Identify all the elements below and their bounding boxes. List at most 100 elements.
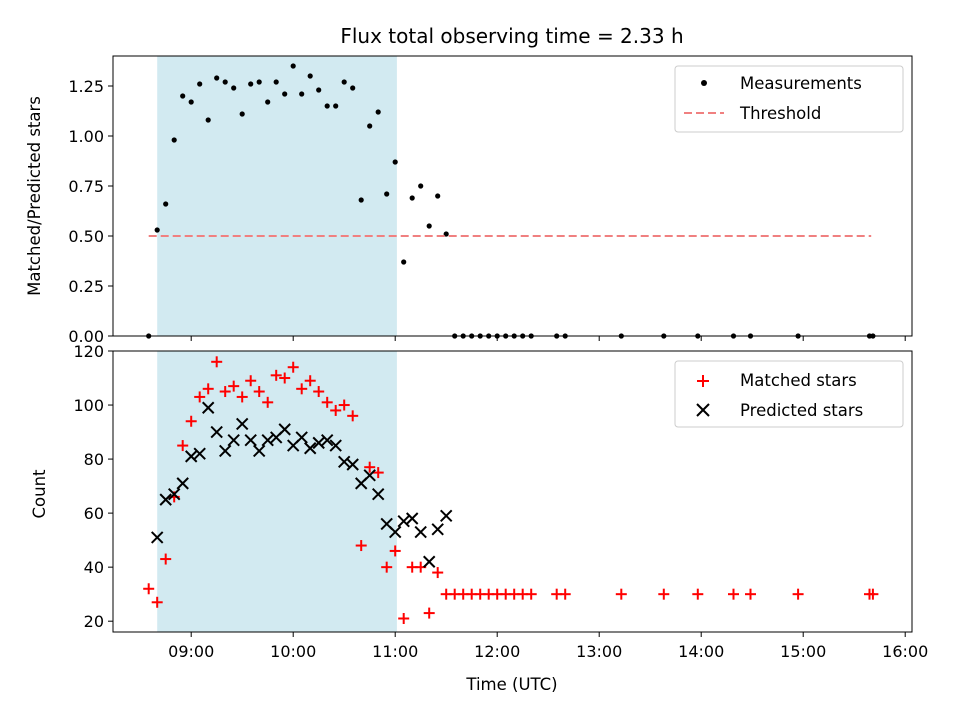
ratio-y-tick-label: 0.25 [68, 277, 104, 296]
matched-stars-point [279, 372, 291, 384]
measurement-point [384, 191, 390, 197]
legend-threshold-label: Threshold [739, 104, 821, 123]
matched-stars-point [792, 588, 804, 600]
ratio-legend-box [674, 65, 904, 133]
matched-stars-point [194, 391, 206, 403]
predicted-stars-point [150, 531, 164, 544]
measurement-point [350, 85, 356, 91]
predicted-stars-point [422, 555, 436, 568]
count-panel: 20 40 60 80 100 120 09:00 10:00 11:00 12:00 13:00 1… [30, 342, 928, 694]
predicted-stars-point [235, 417, 249, 431]
measurement-point [282, 91, 288, 97]
predicted-stars-point [184, 450, 198, 463]
measurement-point [188, 99, 194, 105]
predicted-stars-point [439, 509, 453, 523]
measurement-point [392, 159, 398, 165]
predicted-stars-point [405, 512, 419, 525]
ratio-plot-frame [112, 55, 913, 337]
predicted-stars-point [329, 439, 342, 452]
matched-stars-point [245, 375, 257, 387]
measurement-point [205, 117, 211, 123]
ratio-legend: Measurements Threshold [674, 65, 904, 133]
count-legend: Matched stars Predicted stars [674, 360, 904, 428]
matched-stars-point [160, 553, 172, 565]
x-tick-label: 10:00 [270, 642, 316, 661]
predicted-stars-point [278, 423, 291, 436]
predicted-stars-point [244, 433, 257, 447]
measurement-point [154, 227, 160, 233]
x-axis-label: Time (UTC) [465, 675, 557, 694]
predicted-stars-point [312, 436, 325, 450]
measurement-point [375, 109, 381, 115]
count-y-axis-label: Count [30, 469, 49, 519]
ratio-observing-window-shade [157, 56, 397, 336]
measurement-point [324, 103, 330, 109]
measurement-point [256, 79, 262, 85]
x-tick-label: 09:00 [168, 642, 214, 661]
legend-measurements-label: Measurements [740, 74, 862, 93]
measurement-point [231, 85, 237, 91]
predicted-stars-point [363, 469, 376, 482]
ratio-panel: 0.00 0.25 0.50 0.75 1.00 1.25 Flux total obse… [25, 24, 913, 346]
legend-predicted-marker [696, 403, 710, 417]
count-y-tick-label: 40 [84, 558, 104, 577]
measurement-point [341, 79, 347, 85]
x-tick-label: 12:00 [474, 642, 520, 661]
matched-stars-point [270, 369, 282, 381]
matched-stars-point [185, 415, 197, 427]
ratio-y-tick-label: 1.00 [68, 127, 104, 146]
legend-measurements-marker [701, 80, 707, 86]
matched-stars-point [304, 375, 316, 387]
predicted-stars-point [388, 525, 402, 539]
measurement-point [290, 63, 296, 69]
measurement-point [426, 223, 432, 229]
ratio-y-tick-label: 0.50 [68, 227, 104, 246]
chart-title: Flux total observing time = 2.33 h [340, 24, 683, 48]
matched-stars-point [330, 404, 342, 416]
matched-stars-point [321, 396, 333, 408]
predicted-stars-point [159, 493, 172, 506]
matched-stars-point [867, 588, 879, 600]
predicted-stars-point [261, 433, 274, 447]
matched-stars-point [219, 386, 231, 398]
measurement-point [435, 193, 441, 199]
x-tick-label: 14:00 [678, 642, 724, 661]
matched-stars-point [177, 440, 189, 452]
matched-stars-point [262, 396, 274, 408]
ratio-y-tick-label: 1.25 [68, 77, 104, 96]
ratio-y-tick-label: 0.00 [68, 327, 104, 346]
matched-stars-point [151, 596, 163, 608]
count-y-tick-label: 20 [84, 612, 104, 631]
matched-stars-point [692, 588, 704, 600]
matched-stars-point [202, 383, 214, 395]
x-tick-label: 15:00 [780, 642, 826, 661]
measurement-point [409, 195, 415, 201]
count-plot-frame [112, 350, 913, 633]
predicted-stars-point [346, 458, 359, 471]
matched-stars-point [236, 391, 248, 403]
measurement-point [214, 75, 220, 81]
matched-stars-point [228, 380, 240, 392]
measurement-point [367, 123, 373, 129]
predicted-stars-point [337, 455, 351, 468]
ratio-y-tick-label: 0.75 [68, 177, 104, 196]
predicted-stars-point [431, 523, 444, 536]
matched-stars-point [364, 461, 376, 473]
count-observing-window-shade [157, 351, 397, 632]
measurement-point [316, 87, 322, 93]
measurement-point [299, 91, 305, 97]
predicted-stars-point [397, 515, 410, 528]
matched-stars-point [313, 386, 325, 398]
matched-stars-point [398, 612, 410, 624]
predicted-stars-point [320, 433, 334, 447]
measurement-point [443, 231, 449, 237]
count-y-tick-label: 80 [84, 450, 104, 469]
measurement-point [248, 81, 254, 87]
measurement-point [171, 137, 177, 143]
measurement-point [401, 259, 407, 265]
legend-matched-marker [697, 375, 709, 387]
matched-stars-point [338, 399, 350, 411]
legend-predicted-label: Predicted stars [740, 401, 863, 420]
matched-stars-point [253, 386, 265, 398]
